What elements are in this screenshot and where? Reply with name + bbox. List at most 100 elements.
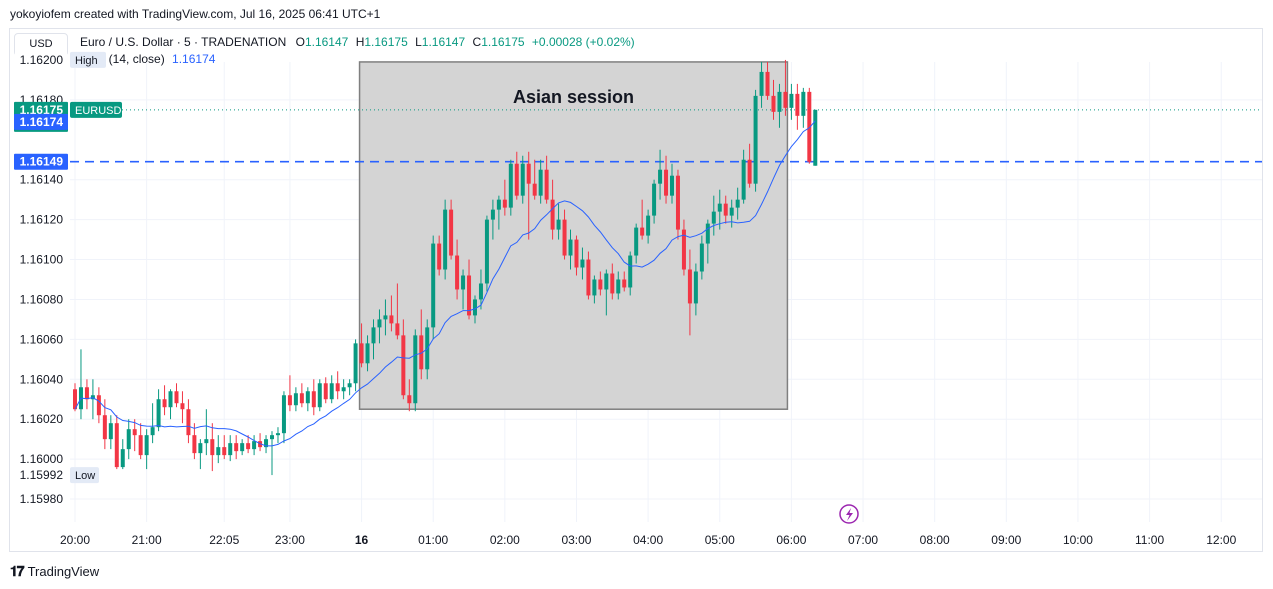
candle-body [514,163,519,196]
candle-body [305,391,310,404]
sma-value: 1.16174 [172,52,216,66]
x-tick-label: 02:00 [490,533,520,547]
x-tick-label: 11:00 [1135,533,1164,547]
candle-body [377,319,382,328]
session-label: Asian session [513,87,634,107]
candle-body [252,441,257,450]
candle-body [96,395,101,416]
x-tick-label: 12:00 [1206,533,1236,547]
candle-body [574,239,579,268]
candle-body [270,435,275,440]
candle-body [634,227,639,256]
candle-body [180,403,185,410]
x-tick-label: 05:00 [705,533,735,547]
candle-body [437,243,442,270]
candle-body [317,383,322,408]
candle-body [216,447,221,456]
candle-body [228,443,233,456]
candle-body [472,299,477,316]
candle-body [240,443,245,452]
candle-body [84,387,89,400]
time-axis: 20:00 21:00 22:05 23:00 16 01:00 02:00 03:00 04:… [60,533,1237,547]
symbol-title[interactable]: Euro / U.S. Dollar · 5 · TRADENATION [80,35,287,49]
candle-body [550,199,555,230]
symbol-legend: Euro / U.S. Dollar · 5 · TRADENATION O 1.… [80,35,635,49]
candle-body [562,219,567,256]
candle-body [126,429,131,450]
session-box-group: Asian session [358,61,789,410]
x-tick-label: 23:00 [275,533,305,547]
candle-body [455,255,460,290]
high-value: 1.16175 [364,35,408,49]
candle-body [771,95,776,112]
price-label-bg [15,51,67,68]
candle-body [646,215,651,236]
symbol-tag: EURUSD [75,105,122,117]
candle-body [801,91,806,116]
candle-body [711,211,716,224]
blue-price-box [14,113,68,130]
candle-body [73,389,77,410]
candle-body [335,383,340,392]
x-tick-label: 16 [355,533,369,547]
candle-body [192,435,197,454]
candle-body [795,93,800,116]
candle-body [359,343,364,364]
candle-body [281,395,286,434]
candle-body [120,449,125,468]
price-axis: 1.15980 1.16000 1.16020 1.16040 1.16060 1.160… [14,51,122,506]
candle-body [234,443,239,452]
candle-body [502,199,507,208]
candle-body [156,399,161,428]
candle-body [520,163,525,196]
candle-body [108,423,113,440]
x-tick-label: 04:00 [633,533,663,547]
candle-body [299,393,304,404]
candle-body [293,393,298,406]
candle-body [353,343,358,384]
y-tick-label: 1.16040 [20,372,64,386]
candle-body [413,335,418,404]
candle-body [431,243,436,328]
candle-body [407,395,412,404]
open-label: O [295,35,305,49]
x-tick-label: 21:00 [132,533,162,547]
candle-body [759,71,764,96]
candle-body [389,315,394,324]
candle-body [246,443,251,450]
x-tick-label: 08:00 [920,533,950,547]
candle-body [622,279,627,288]
candle-body [401,335,406,396]
tradingview-logo[interactable]: 𝟏𝟕 TradingView [10,563,99,580]
candle-body [347,383,352,388]
lightning-bolt [846,508,853,521]
price-label-bg [15,467,67,484]
candle-body [735,199,740,208]
candle-body [717,203,722,212]
candle-body [490,209,495,220]
candle-body [652,183,657,216]
price-tag: Low [75,470,95,482]
candle-body [449,209,454,256]
y-tick-label: 1.16020 [20,412,64,426]
price-tag-bg [70,467,99,484]
chart-frame [9,28,1263,552]
candle-body [693,271,698,304]
chart-extras [839,504,859,524]
candle-body [204,439,209,444]
candle-body [807,91,812,162]
candle-body [395,323,400,336]
candle-body [365,343,370,364]
candle-body [568,239,573,256]
candle-body [699,243,704,272]
x-tick-label: 20:00 [60,533,90,547]
low-label: L [415,35,422,49]
candle-body [723,203,728,216]
candle-body [383,315,388,320]
candle-body [144,435,149,456]
candle-body [675,175,680,230]
candle-body [174,391,179,404]
low-value: 1.16147 [421,35,466,49]
candle-body [616,279,621,294]
